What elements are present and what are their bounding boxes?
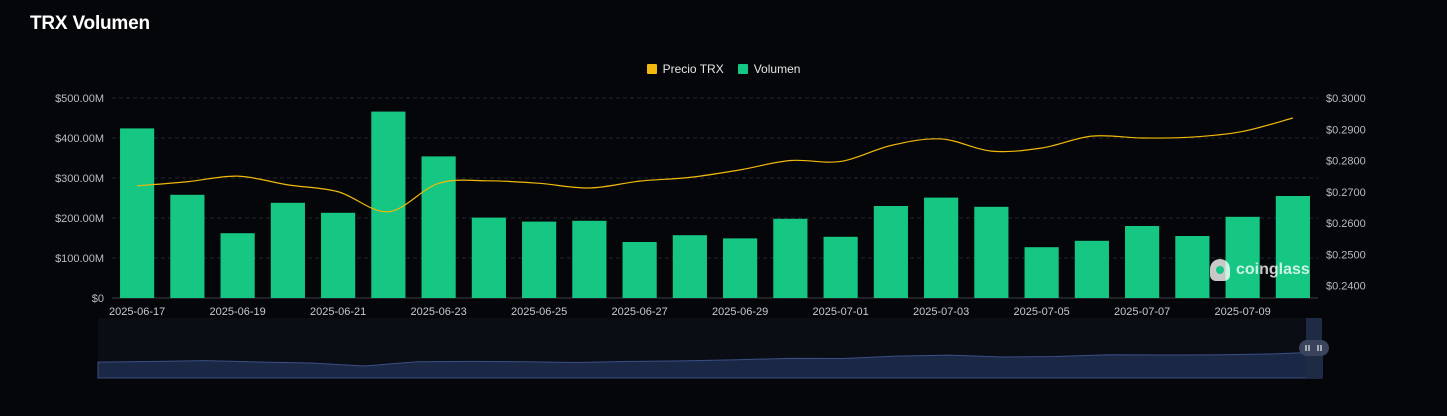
range-navigator[interactable]	[97, 318, 1329, 379]
y-axis-right: $0.2400 $0.2500 $0.2600 $0.2700 $0.2800 $0.29…	[1326, 93, 1366, 293]
page-title: TRX Volumen	[30, 13, 150, 34]
volume-bar	[170, 194, 205, 298]
x-tick-label: 2025-06-23	[410, 306, 466, 318]
volume-bar	[723, 238, 758, 298]
y-left-tick-label: $200.00M	[55, 213, 104, 225]
volume-bar	[1074, 240, 1109, 298]
y-left-tick-label: $300.00M	[55, 173, 104, 185]
y-right-tick-label: $0.2800	[1326, 156, 1366, 168]
x-tick-label: 2025-07-07	[1114, 306, 1170, 318]
x-tick-label: 2025-06-25	[511, 306, 567, 318]
navigator-handle[interactable]	[1299, 340, 1329, 356]
volume-bar	[622, 242, 657, 298]
x-tick-label: 2025-06-17	[109, 306, 165, 318]
volume-bar	[421, 156, 456, 298]
y-right-tick-label: $0.2700	[1326, 187, 1366, 199]
volume-bar	[220, 233, 255, 298]
x-tick-label: 2025-07-09	[1214, 306, 1270, 318]
volume-bars	[120, 111, 1310, 298]
legend: Precio TRX Volumen	[0, 62, 1447, 76]
navigator-area	[97, 351, 1323, 379]
volume-bar	[974, 206, 1009, 298]
y-right-tick-label: $0.3000	[1326, 93, 1366, 105]
x-tick-label: 2025-07-03	[913, 306, 969, 318]
volume-bar	[522, 221, 557, 298]
volume-bar	[1024, 247, 1059, 298]
volume-bar	[873, 206, 908, 298]
x-tick-label: 2025-07-05	[1013, 306, 1069, 318]
volume-bar	[1225, 216, 1260, 298]
volume-bar	[823, 236, 858, 298]
x-tick-label: 2025-06-29	[712, 306, 768, 318]
volume-bar	[371, 111, 406, 298]
legend-swatch-price	[646, 64, 657, 74]
volume-bar	[773, 218, 808, 298]
price-line	[137, 117, 1294, 213]
y-left-tick-label: $400.00M	[55, 133, 104, 145]
volume-bar	[672, 235, 707, 298]
y-right-tick-label: $0.2600	[1326, 218, 1366, 230]
watermark-text: coinglass	[1236, 261, 1310, 278]
x-tick-label: 2025-06-27	[611, 306, 667, 318]
volume-bar	[924, 197, 959, 298]
coinglass-logo-icon	[1210, 259, 1230, 281]
y-left-tick-label: $500.00M	[55, 93, 104, 105]
y-right-tick-label: $0.2500	[1326, 249, 1366, 261]
volume-bar	[1175, 236, 1210, 298]
volume-bar	[1275, 196, 1310, 298]
volume-bar	[1125, 226, 1160, 298]
price-line-path	[137, 117, 1294, 213]
volume-bar	[120, 128, 155, 298]
volume-bar	[471, 217, 506, 298]
y-right-tick-label: $0.2900	[1326, 124, 1366, 136]
legend-label-volume: Volumen	[753, 62, 801, 76]
volume-bar	[572, 220, 607, 298]
coinglass-watermark: coinglass	[1210, 259, 1310, 281]
y-left-tick-label: $100.00M	[55, 253, 104, 265]
x-tick-label: 2025-06-19	[209, 306, 265, 318]
x-axis: 2025-06-17 2025-06-19 2025-06-21 2025-06-23…	[109, 306, 1271, 318]
volume-bar	[270, 202, 305, 298]
legend-item-volume[interactable]: Volumen	[737, 62, 801, 76]
y-left-tick-label: $0	[92, 293, 104, 305]
x-tick-label: 2025-06-21	[310, 306, 366, 318]
y-right-tick-label: $0.2400	[1326, 281, 1366, 293]
legend-swatch-volume	[737, 64, 748, 74]
volume-bar	[321, 212, 356, 298]
legend-item-price[interactable]: Precio TRX	[646, 62, 724, 76]
legend-label-price: Precio TRX	[662, 62, 724, 76]
y-axis-left: $0 $100.00M $200.00M $300.00M $400.00M $500.0…	[55, 93, 104, 305]
grid-lines	[112, 97, 1318, 299]
x-tick-label: 2025-07-01	[812, 306, 868, 318]
